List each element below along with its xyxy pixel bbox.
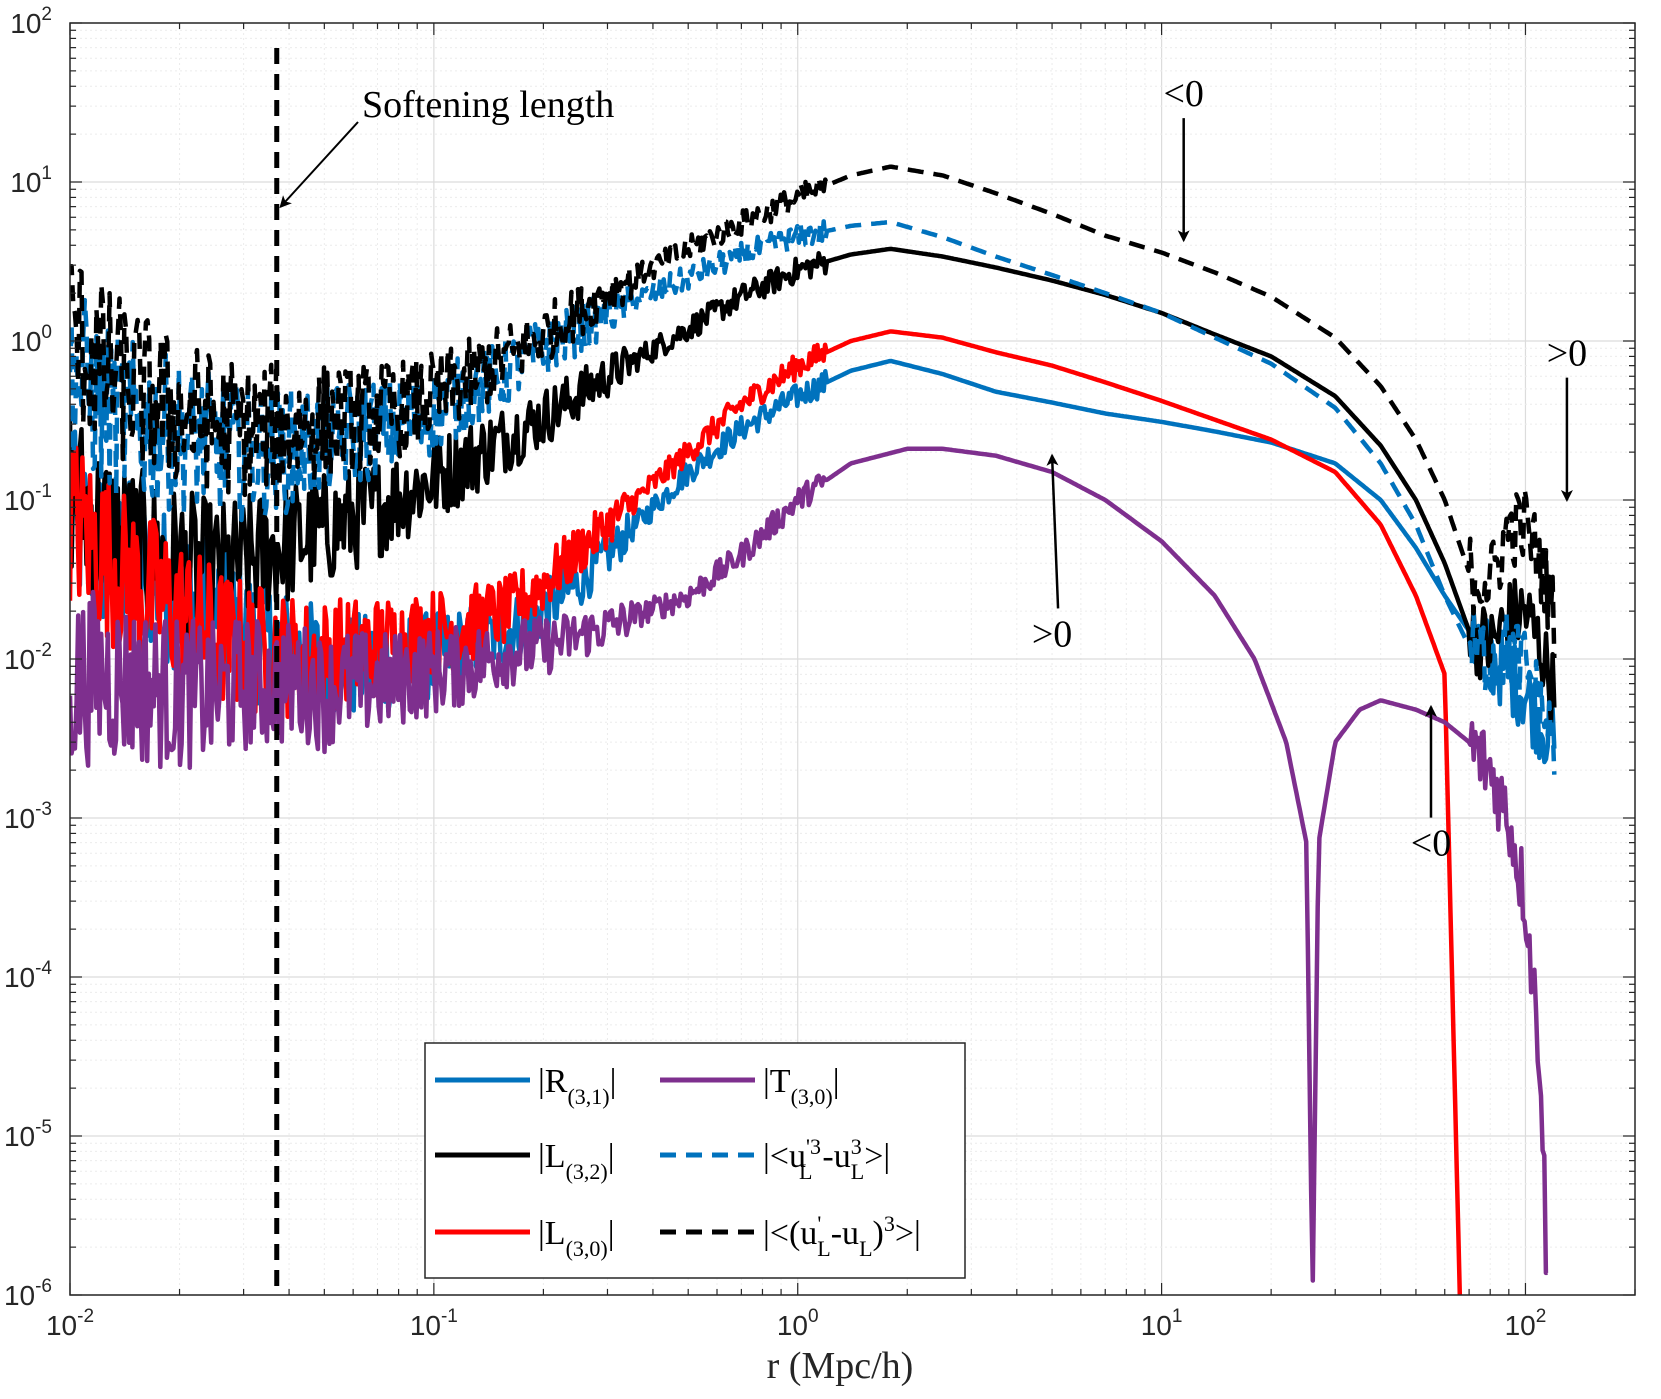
sign-annotation: >0 bbox=[1547, 333, 1587, 375]
x-tick-label: 10-1 bbox=[410, 1306, 458, 1341]
y-tick-labels: 102 101 100 10-1 10-2 10-3 10-4 10-5 10-6 bbox=[4, 4, 52, 1311]
series-line-3 bbox=[70, 446, 1549, 1283]
y-tick-label: 10-2 bbox=[4, 640, 52, 675]
legend-label: |T(3,0)| bbox=[763, 1063, 840, 1109]
series-line-1 bbox=[70, 246, 1557, 725]
x-tick-label: 100 bbox=[777, 1306, 819, 1341]
x-tick-labels: 10-2 10-1 100 101 102 bbox=[46, 1306, 1546, 1341]
legend-label: |L(3,2)| bbox=[538, 1138, 615, 1184]
legend-label: |R(3,1)| bbox=[538, 1063, 616, 1109]
x-tick-label: 102 bbox=[1505, 1306, 1547, 1341]
y-tick-label: 10-3 bbox=[4, 799, 52, 834]
sign-annotation: >0 bbox=[1032, 613, 1072, 655]
x-tick-label: 10-2 bbox=[46, 1306, 94, 1341]
series-line-0 bbox=[70, 358, 1557, 765]
y-tick-label: 10-1 bbox=[4, 481, 52, 516]
softening-length-marker: Softening length bbox=[274, 48, 614, 1295]
sign-annotation: <0 bbox=[1411, 823, 1451, 865]
y-tick-label: 102 bbox=[10, 4, 52, 39]
x-axis-title: r (Mpc/h) bbox=[767, 1345, 914, 1387]
legend: |R(3,1)| |L(3,2)| |L(3,0)| |T(3,0)| |<u'3 L -u… bbox=[424, 1042, 966, 1279]
series-layer bbox=[70, 164, 1557, 1295]
legend-label: |L(3,0)| bbox=[538, 1215, 615, 1261]
y-tick-label: 10-6 bbox=[4, 1276, 52, 1311]
x-tick-label: 101 bbox=[1141, 1306, 1183, 1341]
series-line-4 bbox=[70, 219, 1557, 775]
softening-length-label: Softening length bbox=[362, 84, 614, 126]
annotations: <0 >0 <0 >0 bbox=[1032, 73, 1587, 864]
ticks bbox=[69, 22, 1636, 1296]
y-tick-label: 10-5 bbox=[4, 1117, 52, 1152]
y-tick-label: 101 bbox=[10, 163, 52, 198]
y-tick-label: 100 bbox=[10, 322, 52, 357]
sign-annotation: <0 bbox=[1163, 73, 1203, 115]
series-line-2 bbox=[70, 329, 1463, 1295]
legend-label: |<u'3 L -u3 L>| bbox=[763, 1134, 890, 1184]
y-tick-label: 10-4 bbox=[4, 958, 52, 993]
softening-length-arrow bbox=[279, 121, 359, 209]
sign-annotation-arrow bbox=[1046, 453, 1060, 609]
legend-label: |<(u' L-uL)3>| bbox=[763, 1211, 921, 1261]
series-line-5 bbox=[70, 164, 1557, 659]
